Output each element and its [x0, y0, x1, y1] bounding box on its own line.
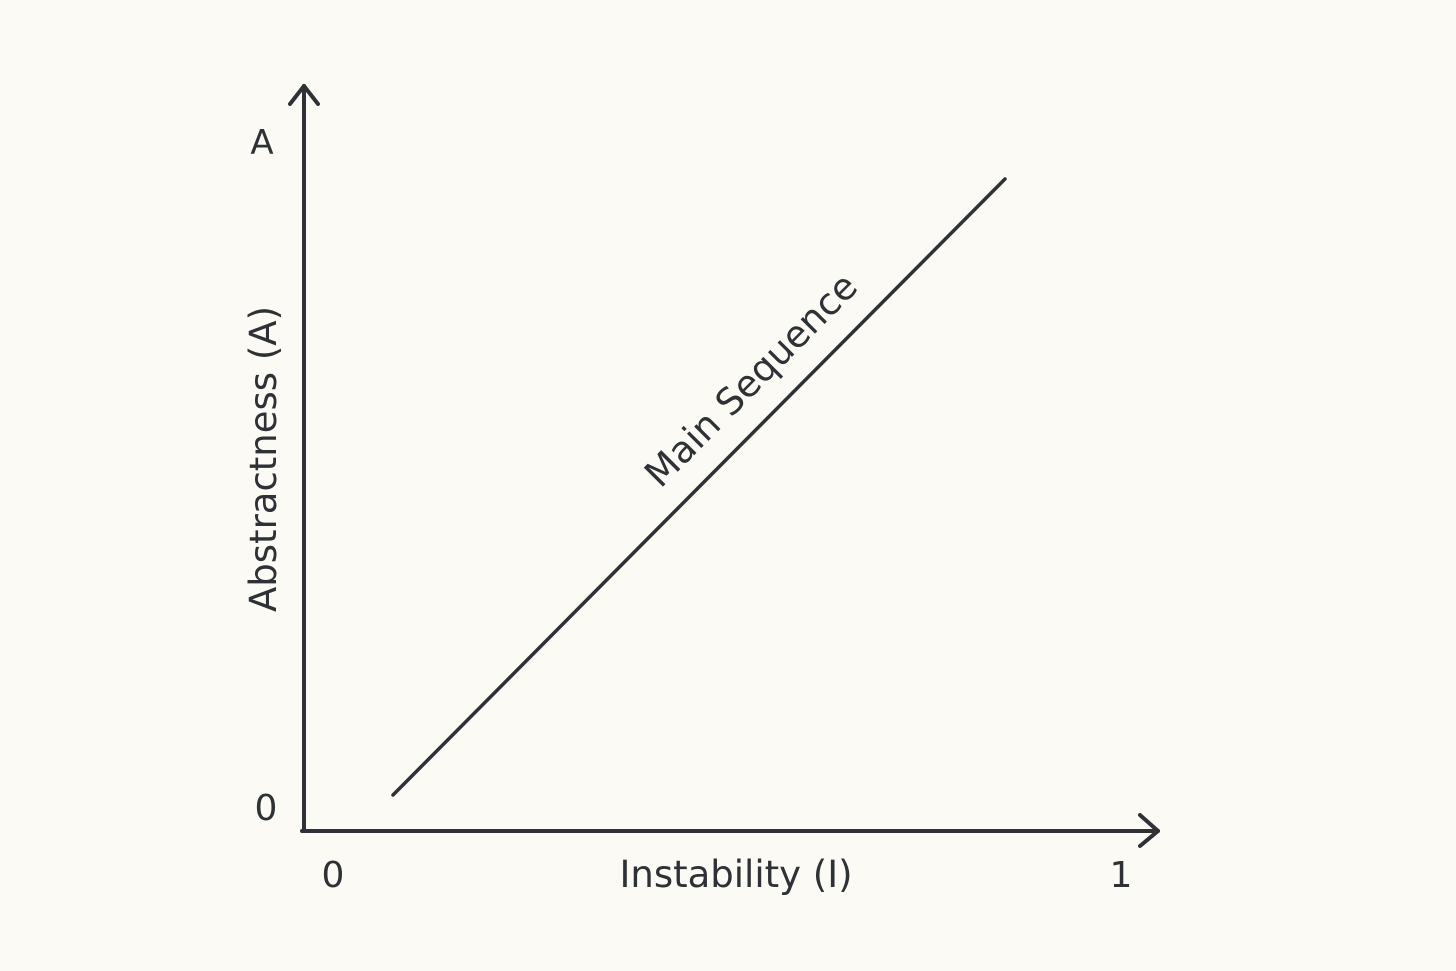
- x-axis: [300, 813, 1160, 848]
- y-axis-zero-label: 0: [255, 788, 278, 829]
- x-axis-zero-label: 0: [322, 855, 345, 896]
- y-axis-top-label: A: [250, 123, 273, 163]
- y-axis-title: Abstractness (A): [242, 306, 285, 612]
- x-axis-arrow-icon: [1138, 813, 1160, 848]
- main-sequence-line: [391, 177, 1007, 797]
- x-axis-one-label: 1: [1110, 855, 1133, 896]
- y-axis-arrow-icon: [288, 84, 320, 106]
- x-axis-title: Instability (I): [619, 853, 852, 896]
- main-sequence-label: Main Sequence: [636, 265, 866, 496]
- y-axis: [288, 84, 320, 833]
